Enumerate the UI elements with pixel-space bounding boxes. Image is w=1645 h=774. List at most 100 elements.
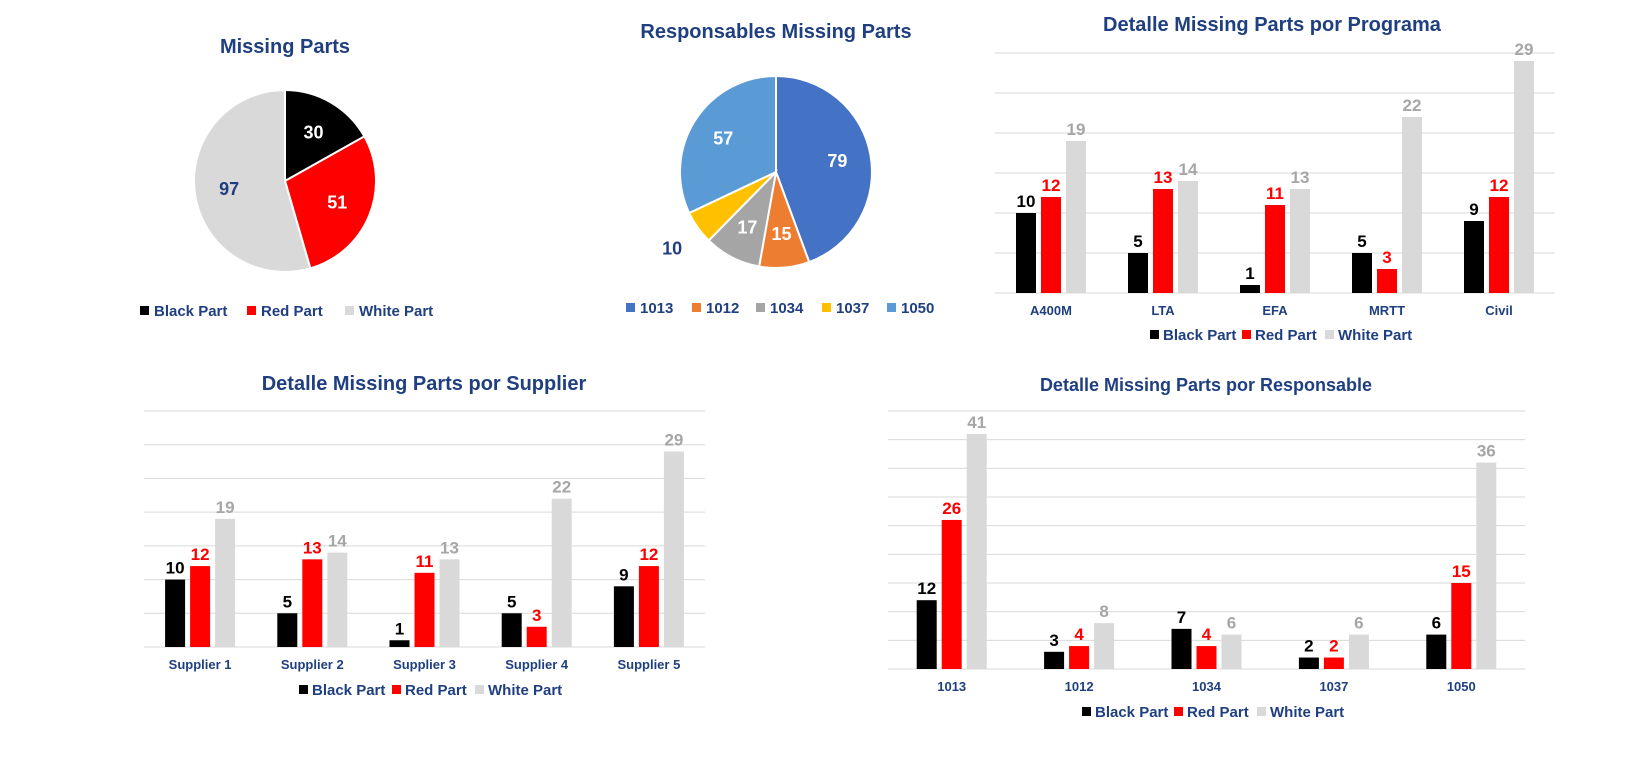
bar: [941, 519, 962, 669]
bar-data-label: 3: [1049, 631, 1058, 650]
bar: [526, 626, 547, 647]
x-tick-label: Supplier 3: [393, 657, 456, 672]
legend-label: 1034: [770, 300, 804, 317]
chart-title: Missing Parts: [220, 36, 350, 58]
chart-title: Detalle Missing Parts por Responsable: [1040, 375, 1372, 395]
legend-label: Red Part: [405, 682, 467, 699]
legend-label: Black Part: [312, 682, 385, 699]
bar: [1196, 646, 1217, 669]
bar: [501, 613, 522, 647]
bar-data-label: 12: [1042, 176, 1061, 195]
legend-label: 1037: [836, 300, 869, 317]
bar: [551, 498, 572, 647]
chart-title: Detalle Missing Parts por Supplier: [262, 373, 587, 395]
legend-label: White Part: [1270, 704, 1344, 721]
x-tick-label: Supplier 4: [505, 657, 569, 672]
legend-swatch: [299, 685, 308, 694]
chart-missing-parts: Missing Parts 30 51 97 Black Part Red Part Whi…: [140, 36, 433, 320]
legend-label: Black Part: [1163, 327, 1236, 344]
pie-data-label: 79: [827, 151, 847, 171]
bar: [613, 586, 634, 647]
bar: [1377, 269, 1397, 293]
legend-swatch: [345, 306, 354, 315]
x-tick-label: 1013: [937, 679, 966, 694]
bar: [1323, 657, 1344, 669]
bar-data-label: 13: [440, 538, 459, 557]
x-tick-label: Civil: [1485, 303, 1512, 318]
legend-swatch: [1257, 707, 1266, 716]
bar-data-label: 5: [1133, 232, 1142, 251]
bar: [327, 552, 348, 647]
bar-data-label: 5: [1357, 232, 1366, 251]
bar: [1265, 205, 1285, 293]
legend-swatch: [247, 306, 256, 315]
bar-data-label: 8: [1099, 602, 1108, 621]
bar: [1171, 628, 1192, 669]
bar-data-label: 12: [917, 579, 936, 598]
bar: [1464, 221, 1484, 293]
bar: [1094, 623, 1115, 669]
legend-swatch: [1325, 330, 1334, 339]
bar-data-label: 11: [1266, 184, 1284, 203]
pie-slice: [193, 88, 312, 273]
bar-data-label: 22: [1403, 96, 1422, 115]
bar-data-label: 1: [395, 619, 404, 638]
bar-data-label: 22: [552, 478, 571, 497]
bar-data-label: 6: [1432, 614, 1441, 633]
bar: [414, 572, 435, 647]
bar-data-label: 5: [507, 592, 516, 611]
bar-data-label: 41: [967, 413, 986, 432]
legend-label: 1013: [640, 300, 673, 317]
bar: [663, 451, 684, 647]
legend-label: Black Part: [154, 303, 227, 320]
bar-data-label: 5: [283, 592, 292, 611]
bar-data-label: 4: [1074, 625, 1084, 644]
bar: [1290, 189, 1310, 293]
chart-responsables-missing-parts: Responsables Missing Parts 79 15 17 10 57 1013…: [626, 21, 934, 317]
legend-swatch: [475, 685, 484, 694]
bar: [1451, 583, 1472, 669]
x-tick-label: 1037: [1319, 679, 1348, 694]
x-tick-label: 1034: [1192, 679, 1222, 694]
bar-data-label: 6: [1227, 614, 1236, 633]
pie-slice: [775, 74, 873, 264]
bar: [1352, 253, 1372, 293]
bar: [190, 566, 211, 647]
x-tick-label: A400M: [1030, 303, 1072, 318]
legend-label: White Part: [1338, 327, 1412, 344]
pie-slice: [284, 88, 366, 183]
x-tick-label: MRTT: [1369, 303, 1405, 318]
bar-data-label: 9: [619, 565, 628, 584]
bar: [1298, 657, 1319, 669]
legend-label: Red Part: [1187, 704, 1249, 721]
bar: [916, 600, 937, 669]
pie-data-label: 17: [737, 217, 757, 237]
bar: [1514, 61, 1534, 293]
legend-swatch: [756, 303, 765, 312]
pie-slice: [283, 135, 377, 270]
bar-data-label: 13: [1154, 168, 1173, 187]
bar: [165, 579, 186, 647]
legend-label: Red Part: [1255, 327, 1317, 344]
bar: [1178, 181, 1198, 293]
legend-swatch: [1150, 330, 1159, 339]
bar-data-label: 1: [1245, 264, 1254, 283]
bar: [966, 433, 987, 669]
bar: [1402, 117, 1422, 293]
bar-data-label: 7: [1177, 608, 1186, 627]
bar: [1476, 462, 1497, 669]
bar: [277, 613, 298, 647]
pie-data-label: 10: [662, 239, 682, 259]
pie-data-label: 15: [771, 224, 791, 244]
bar: [389, 640, 410, 647]
x-tick-label: 1050: [1447, 679, 1476, 694]
x-tick-label: EFA: [1262, 303, 1288, 318]
legend-swatch: [140, 306, 149, 315]
bar-data-label: 19: [1067, 120, 1086, 139]
chart-title: Responsables Missing Parts: [640, 21, 911, 43]
bar-data-label: 10: [166, 559, 185, 578]
legend-label: White Part: [359, 303, 433, 320]
pie-data-label: 97: [219, 179, 239, 199]
bar-data-label: 29: [664, 430, 683, 449]
